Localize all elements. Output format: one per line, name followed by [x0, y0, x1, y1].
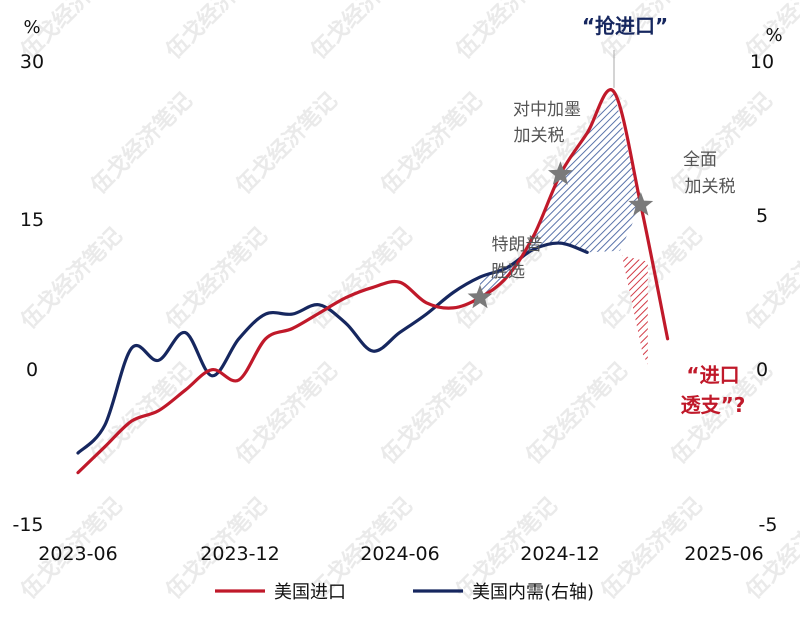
watermark-text: 伍戈经济笔记: [230, 88, 342, 200]
watermark-text: 伍戈经济笔记: [305, 223, 417, 335]
watermark-layer: 伍戈经济笔记 伍戈经济笔记 伍戈经济笔记 伍戈经济笔记 伍戈经济笔记 伍戈经济笔记伍戈经济…: [15, 0, 800, 605]
annotation-import-overdraft-line1: “进口: [686, 363, 739, 387]
series-line-domestic-demand: [76, 241, 589, 455]
watermark-text: 伍戈经济笔记: [520, 358, 632, 470]
watermark-text: 伍戈经济笔记: [15, 223, 127, 335]
election-star: [467, 284, 493, 309]
right-axis-unit: %: [765, 25, 782, 46]
overdraft-shaded-area: [622, 255, 648, 365]
left-axis-unit: %: [23, 17, 40, 38]
left-tick-label: -15: [12, 514, 43, 536]
watermark-text: 伍戈经济笔记: [85, 358, 197, 470]
annotation-import-overdraft-line2: 透支”?: [681, 393, 746, 417]
event-markers: [467, 161, 654, 309]
x-tick-label: 2024-12: [520, 543, 599, 565]
x-tick-label: 2024-06: [360, 543, 439, 565]
watermark-text: 伍戈经济笔记: [375, 358, 487, 470]
left-tick-label: 15: [20, 209, 44, 231]
right-tick-label: 10: [750, 51, 774, 73]
series-line-imports: [76, 88, 670, 475]
x-tick-label: 2023-06: [38, 543, 117, 565]
front-loading-shaded-area: [480, 91, 641, 298]
watermark-text: 伍戈经济笔记: [85, 88, 197, 200]
watermark-text: 伍戈经济笔记: [160, 223, 272, 335]
watermark-text: 伍戈经济笔记: [305, 0, 417, 65]
annotation-tariff-china-mexico-line2: 加关税: [514, 126, 565, 146]
right-tick-label: 0: [756, 359, 768, 381]
watermark-text: 伍戈经济笔记: [160, 0, 272, 65]
annotation-election-line1: 特朗普: [492, 235, 543, 255]
left-tick-label: 0: [26, 359, 38, 381]
left-tick-label: 30: [20, 51, 44, 73]
annotation-full-tariff-line2: 加关税: [685, 177, 736, 197]
right-tick-label: 5: [756, 205, 768, 227]
full-tariff-star: [628, 192, 654, 216]
x-tick-label: 2025-06: [684, 543, 763, 565]
right-tick-label: -5: [759, 514, 778, 536]
watermark-text: 伍戈经济笔记: [230, 358, 342, 470]
watermark-text: 伍戈经济笔记: [740, 223, 800, 335]
x-tick-label: 2023-12: [200, 543, 279, 565]
watermark-text: 伍戈经济笔记: [375, 88, 487, 200]
annotation-election-line2: 胜选: [491, 262, 525, 282]
tariff-china-mexico-star: [548, 161, 573, 185]
legend-label-domestic-demand: 美国内需(右轴): [472, 582, 594, 603]
legend-label-imports: 美国进口: [274, 582, 346, 603]
watermark-text: 伍戈经济笔记: [450, 0, 562, 65]
annotation-tariff-china-mexico-line1: 对中加墨: [513, 100, 581, 120]
annotation-full-tariff-line1: 全面: [683, 150, 717, 170]
annotation-front-loading: “抢进口”: [582, 14, 668, 38]
